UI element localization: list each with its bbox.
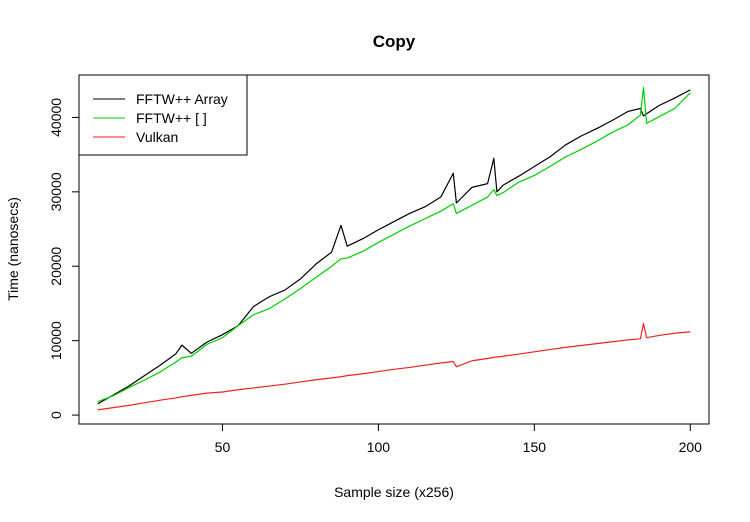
y-tick-label: 30000: [48, 172, 64, 211]
y-tick-label: 20000: [48, 247, 64, 286]
y-axis: 0 10000 20000 30000 40000: [48, 98, 80, 419]
legend-box: [78, 74, 248, 156]
y-tick-label: 0: [48, 411, 64, 419]
chart-title: Copy: [373, 32, 416, 51]
y-tick-label: 40000: [48, 98, 64, 137]
legend: FFTW++ Array FFTW++ [ ] Vulkan: [78, 74, 248, 156]
y-tick-label: 10000: [48, 321, 64, 360]
legend-label-fftw-brackets: FFTW++ [ ]: [136, 110, 207, 126]
x-tick-label: 50: [215, 439, 231, 455]
y-axis-label: Time (nanosecs): [5, 197, 21, 301]
x-tick-label: 200: [679, 439, 703, 455]
series-line-2: [97, 322, 691, 411]
x-tick-label: 100: [367, 439, 391, 455]
x-axis-label: Sample size (x256): [334, 484, 454, 500]
series-line-0: [97, 89, 691, 405]
series-line-1: [97, 87, 691, 403]
legend-label-vulkan: Vulkan: [136, 129, 178, 145]
legend-label-fftw-array: FFTW++ Array: [136, 91, 228, 107]
x-tick-label: 150: [523, 439, 547, 455]
x-axis: 50 100 150 200: [215, 423, 703, 455]
series-layer: [97, 87, 691, 411]
